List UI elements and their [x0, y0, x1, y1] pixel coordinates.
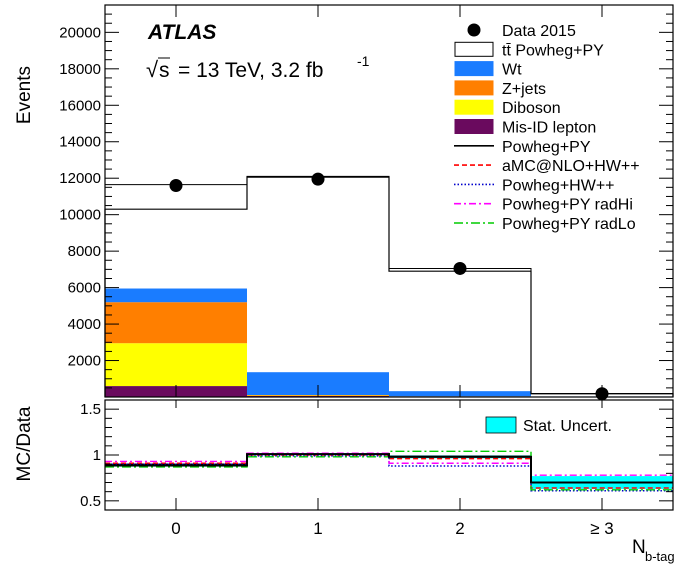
legend-label-5: Mis-ID lepton — [502, 120, 596, 137]
legend-box-1 — [454, 41, 494, 57]
data-point-1 — [311, 172, 325, 186]
stack-bar-1-0 — [105, 343, 247, 387]
x-axis-title: N — [632, 537, 646, 558]
sqrt-s: s — [159, 59, 170, 82]
y-tick-label-0: 2000 — [68, 353, 101, 370]
stack-bar-3-1 — [247, 372, 389, 395]
legend-label-2: Wt — [502, 62, 522, 79]
ratio-y-tick-label-2: 1.5 — [80, 401, 101, 418]
main-plot-frame — [104, 4, 674, 398]
legend-label-6: Powheg+PY — [502, 139, 591, 156]
legend-label-4: Diboson — [502, 100, 561, 117]
legend-marker-data — [467, 23, 481, 37]
energy-label: √ s = 13 TeV, 3.2 fb -1 — [146, 53, 370, 82]
ratio-y-axis-title: MC/Data — [14, 406, 35, 481]
y-tick-label-5: 12000 — [59, 170, 101, 187]
legend-label-7: aMC@NLO+HW++ — [502, 158, 640, 175]
stack-bar-2-0 — [105, 302, 247, 344]
y-tick-label-7: 16000 — [59, 97, 101, 114]
y-tick-label-9: 20000 — [59, 24, 101, 41]
x-tick-label-2: 2 — [455, 519, 464, 538]
chart-marks: 2000 4000 6000 8000 10000 12000 14000 16000 1800… — [59, 4, 674, 538]
legend-box-4 — [454, 99, 494, 115]
energy-lumi-exponent: -1 — [357, 53, 370, 69]
x-axis-title-sub: b-tag — [645, 549, 675, 564]
x-tick-label-0: 0 — [171, 519, 180, 538]
legend-label-9: Powheg+PY radHi — [502, 197, 633, 214]
legend-label-1: tt̄ Powheg+PY — [502, 42, 604, 59]
legend-label-3: Z+jets — [502, 81, 546, 98]
ratio-nominal-step — [105, 453, 673, 484]
y-tick-label-2: 6000 — [68, 280, 101, 297]
ratio-legend-label: Stat. Uncert. — [523, 418, 612, 435]
energy-lumi: = 13 TeV, 3.2 fb — [178, 59, 323, 82]
legend-box-5 — [454, 119, 494, 134]
y-tick-label-3: 8000 — [68, 243, 101, 260]
y-axis-title: Events — [14, 66, 35, 124]
ratio-y-tick-label-1: 1 — [93, 447, 101, 464]
powheg-py-line — [105, 175, 673, 395]
y-tick-label-8: 18000 — [59, 61, 101, 78]
sqrt-sign: √ — [146, 57, 159, 82]
atlas-label: ATLAS — [147, 21, 216, 44]
legend-label-10: Powheg+PY radLo — [502, 216, 636, 233]
ratio-legend-box — [485, 416, 517, 434]
legend-label-0: Data 2015 — [502, 23, 576, 40]
legend-box-2 — [454, 61, 494, 77]
ratio-y-tick-label-0: 0.5 — [80, 493, 101, 510]
y-tick-label-4: 10000 — [59, 207, 101, 224]
x-tick-label-1: 1 — [313, 519, 322, 538]
y-tick-label-6: 14000 — [59, 134, 101, 151]
data-point-2 — [453, 261, 467, 275]
legend-box-3 — [454, 80, 494, 96]
data-point-0 — [169, 179, 183, 193]
legend-label-8: Powheg+HW++ — [502, 177, 615, 194]
x-tick-label-3: ≥ 3 — [590, 519, 614, 538]
stack-bar-3-0 — [105, 288, 247, 303]
y-tick-label-1: 4000 — [68, 316, 101, 333]
